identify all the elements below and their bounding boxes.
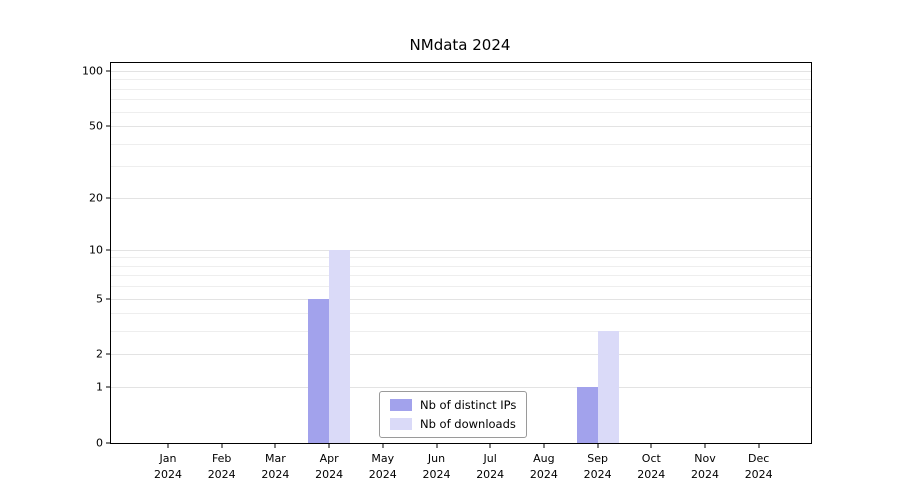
x-tick-mark [597,443,599,448]
y-axis-tick-label: 1 [96,380,103,394]
x-tick-month: Jun [427,452,446,465]
gridline [111,313,811,315]
x-tick-month: Aug [533,452,555,465]
x-tick-month: Sep [587,452,608,465]
y-tick-mark [106,197,111,199]
legend: Nb of distinct IPs Nb of downloads [379,391,528,438]
gridline [111,286,811,288]
x-tick-year: 2024 [744,467,773,481]
x-axis-tick-label: Apr 2024 [315,451,343,483]
x-tick-month: Mar [265,452,286,465]
y-tick-mark [106,125,111,127]
y-axis-tick-label: 50 [89,119,103,133]
gridline [111,126,811,128]
x-axis-tick-label: May 2024 [369,451,397,483]
x-tick-year: 2024 [261,467,290,481]
y-tick-mark [106,249,111,251]
legend-entry: Nb of distinct IPs [390,398,516,412]
x-tick-mark [221,443,223,448]
x-tick-month: Dec [748,452,770,465]
x-axis-tick-label: Dec 2024 [745,451,773,483]
gridline [111,354,811,356]
x-tick-mark [543,443,545,448]
y-axis-tick-label: 20 [89,191,103,205]
legend-entry: Nb of downloads [390,417,516,431]
gridline [111,99,811,101]
x-axis-tick-label: Feb 2024 [208,451,236,483]
y-tick-mark [106,70,111,72]
x-tick-year: 2024 [315,467,344,481]
gridline [111,387,811,389]
x-axis-tick-label: Jan 2024 [154,451,182,483]
x-axis-tick-label: Sep 2024 [584,451,612,483]
x-tick-month: Oct [641,452,661,465]
legend-label: Nb of downloads [420,417,516,431]
x-tick-month: Feb [211,452,232,465]
legend-swatch [390,418,412,430]
x-tick-year: 2024 [583,467,612,481]
x-axis-tick-label: Aug 2024 [530,451,558,483]
x-tick-month: Apr [319,452,339,465]
bar-distinct-ips [576,387,598,443]
y-axis-tick-label: 10 [89,243,103,257]
x-tick-mark [382,443,384,448]
y-axis-tick-label: 100 [82,64,103,78]
x-tick-mark [436,443,437,448]
legend-swatch [390,399,412,411]
y-axis-tick-label: 5 [96,292,103,306]
y-axis-tick-label: 2 [96,347,103,361]
gridline [111,88,811,90]
x-tick-mark [650,443,652,448]
gridline [111,249,811,251]
y-axis-tick-label: 0 [96,436,103,450]
y-tick-mark [106,386,111,388]
gridline [111,331,811,333]
gridline [111,111,811,113]
x-axis-tick-label: Mar 2024 [261,451,289,483]
gridline [111,298,811,300]
legend-label: Nb of distinct IPs [420,398,517,412]
gridline [111,257,811,259]
x-tick-mark [274,443,276,448]
gridline [111,71,811,72]
gridline [111,265,811,267]
x-tick-month: Jul [483,452,497,465]
x-tick-year: 2024 [476,467,505,481]
gridline [111,197,811,199]
x-tick-mark [489,443,491,448]
bar-downloads [597,331,619,443]
bar-downloads [329,249,351,443]
x-tick-mark [328,443,330,448]
y-tick-mark [106,353,111,355]
x-axis-tick-label: Jun 2024 [423,451,451,483]
gridline [111,275,811,277]
x-tick-year: 2024 [691,467,719,481]
chart-title: NMdata 2024 [409,36,511,54]
x-tick-year: 2024 [637,467,666,481]
x-tick-mark [167,443,169,448]
x-tick-month: Jan [159,452,177,465]
gridline [111,143,811,145]
x-tick-mark [758,443,760,448]
x-tick-year: 2024 [368,467,397,481]
x-axis-tick-label: Jul 2024 [476,451,504,483]
x-tick-year: 2024 [529,467,558,481]
x-tick-year: 2024 [422,467,451,481]
gridline [111,166,811,168]
x-tick-mark [704,443,706,448]
x-tick-month: May [371,452,395,465]
y-tick-mark [106,442,111,444]
gridline [111,79,811,81]
bar-distinct-ips [308,298,330,443]
x-tick-month: Nov [694,452,716,465]
x-tick-year: 2024 [207,467,236,481]
plot-area: 0 1 2 5 10 20 50 100 Jan 2024 Feb 2024 Mar 2024 Apr 20… [82,62,812,481]
y-tick-mark [106,298,111,300]
x-axis-tick-label: Oct 2024 [637,451,665,483]
x-axis-tick-label: Nov 2024 [691,451,719,483]
x-tick-year: 2024 [154,467,182,481]
